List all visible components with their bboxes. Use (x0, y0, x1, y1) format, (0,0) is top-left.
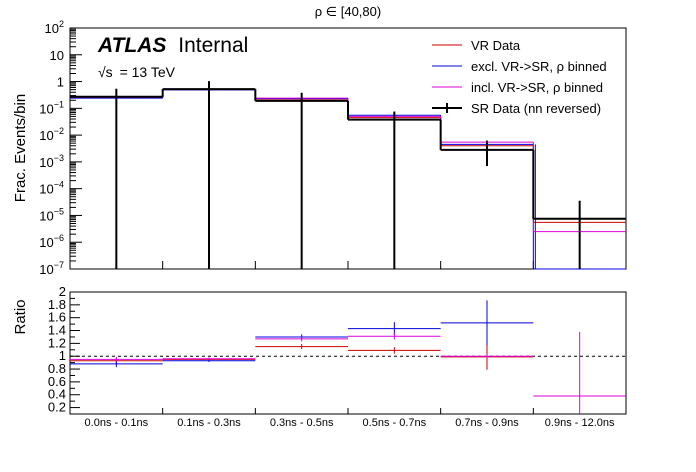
ratio-y-tick-label: 0.4 (48, 387, 66, 402)
ratio-x-tick-label: 0.7ns - 0.9ns (455, 417, 519, 429)
legend-label: excl. VR->SR, ρ binned (471, 59, 607, 74)
main-y-tick-label: 10−2 (39, 126, 64, 143)
ratio-y-tick-label: 1.4 (48, 323, 66, 338)
main-y-tick-label: 10−5 (39, 206, 64, 223)
ratio-x-ticks (69, 408, 627, 414)
ratio-y-tick-label: 2 (59, 284, 66, 299)
legend-item: excl. VR->SR, ρ binned (432, 59, 607, 74)
ratio-y-tick-label: 1.8 (48, 297, 66, 312)
figure-title: ρ ∈ [40,80) (315, 4, 381, 19)
energy-value: = 13 TeV (120, 64, 176, 80)
main-y-tick-label: 102 (45, 19, 64, 36)
main-y-tick-label: 10−7 (39, 260, 64, 277)
main-y-tick-label: 1 (57, 75, 64, 90)
legend: VR Data excl. VR->SR, ρ binned incl. VR->S… (432, 38, 607, 116)
main-y-tick-label: 10−1 (39, 99, 64, 116)
main-series-3 (70, 81, 626, 269)
ratio-x-tick-label: 0.0ns - 0.1ns (85, 417, 149, 429)
ratio-y-tick-label: 1 (59, 348, 66, 363)
energy-sqrt-s: √s (98, 64, 113, 80)
legend-label: incl. VR->SR, ρ binned (471, 80, 603, 95)
atlas-experiment: ATLAS (97, 34, 166, 57)
main-series (70, 81, 626, 270)
ratio-series-2 (70, 331, 626, 414)
main-y-tick-label: 10−4 (39, 180, 64, 197)
main-y-ticks: 10−7 10−6 10−5 10−4 10−3 10−2 10−1 1 10 102 (39, 19, 82, 277)
ratio-y-axis-label: Ratio (12, 299, 29, 334)
ratio-y-ticks: 0.20.40.60.811.21.41.61.82 (48, 284, 80, 415)
main-y-tick-label: 10 (50, 48, 64, 63)
main-y-tick-label: 10−6 (39, 233, 64, 250)
ratio-y-tick-label: 0.8 (48, 361, 66, 376)
energy-label: √s = 13 TeV (98, 64, 176, 80)
ratio-y-tick-label: 1.2 (48, 335, 66, 350)
ratio-y-tick-label: 0.6 (48, 374, 66, 389)
main-x-ticks (69, 261, 627, 269)
main-y-tick-label: 10−3 (39, 153, 64, 170)
legend-item: incl. VR->SR, ρ binned (432, 80, 603, 95)
ratio-y-tick-label: 1.6 (48, 310, 66, 325)
atlas-status: Internal (178, 34, 248, 57)
legend-label: VR Data (471, 38, 521, 53)
ratio-x-tick-label: 0.5ns - 0.7ns (363, 417, 427, 429)
ratio-y-tick-label: 0.2 (48, 400, 66, 415)
ratio-x-tick-labels: 0.0ns - 0.1ns 0.1ns - 0.3ns 0.3ns - 0.5ns 0… (85, 417, 615, 429)
ratio-x-tick-label: 0.3ns - 0.5ns (270, 417, 334, 429)
legend-label: SR Data (nn reversed) (471, 101, 601, 116)
main-y-axis-label: Frac. Events/bin (12, 94, 29, 202)
ratio-series-0 (70, 344, 534, 370)
legend-item: VR Data (432, 38, 521, 53)
ratio-x-tick-label: 0.1ns - 0.3ns (177, 417, 241, 429)
ratio-series (70, 300, 626, 414)
atlas-label: ATLAS Internal (97, 34, 248, 57)
ratio-x-tick-label: 0.9ns - 12.0ns (545, 417, 615, 429)
legend-item: SR Data (nn reversed) (432, 101, 601, 116)
